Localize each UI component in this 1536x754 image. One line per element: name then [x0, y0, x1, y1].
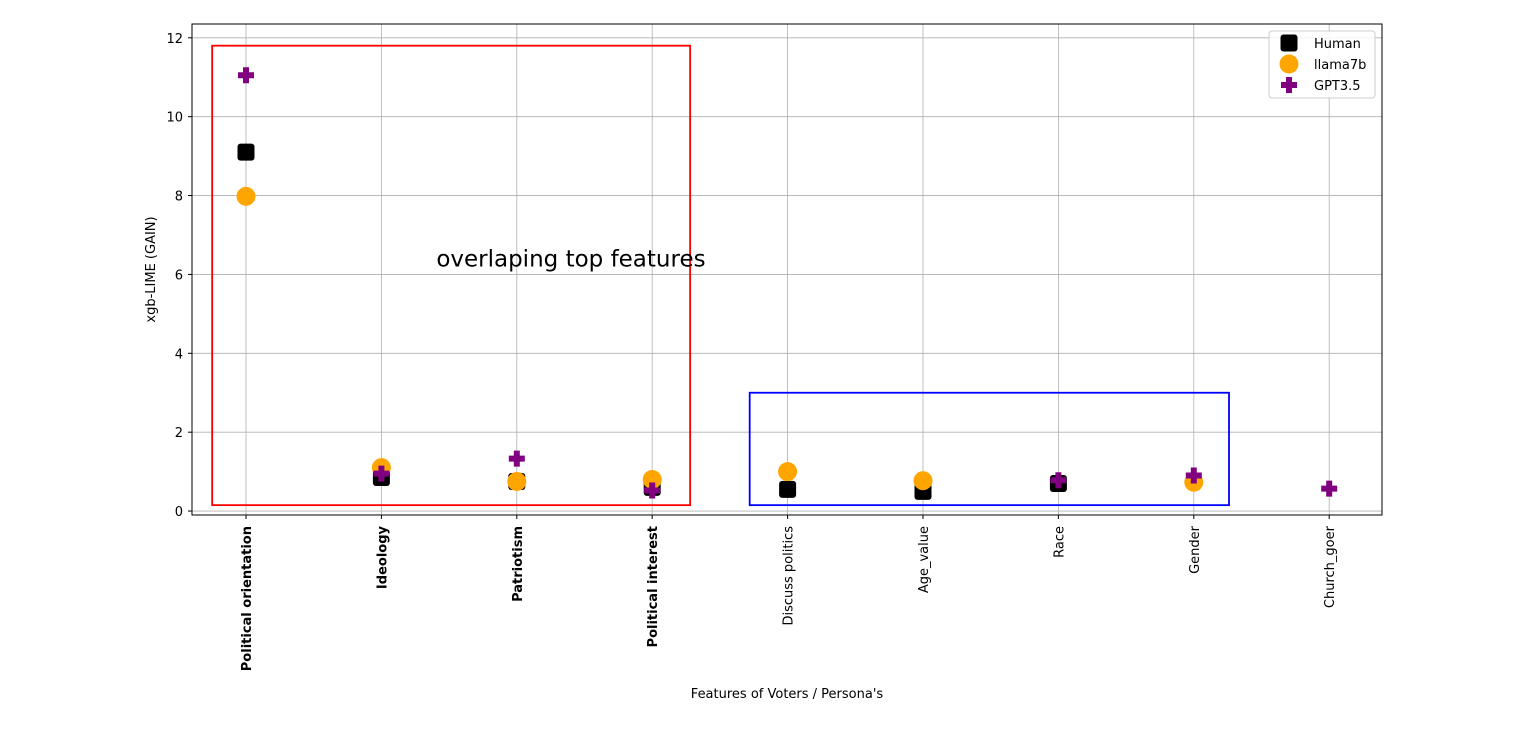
y-tick-label: 8	[175, 190, 183, 205]
point-gpt3-5	[644, 482, 661, 499]
legend-label-human: Human	[1314, 37, 1361, 52]
y-tick-label: 12	[166, 32, 183, 47]
point-gpt3-5	[238, 67, 254, 84]
highlight-box	[211, 44, 692, 507]
legend: Human llama7b GPT3.5	[1268, 30, 1376, 99]
series-gpt3-5	[238, 67, 1338, 499]
x-tick-label: Political orientation	[240, 526, 255, 671]
point-gpt3-5	[373, 465, 390, 482]
point-gpt3-5	[1050, 472, 1067, 489]
point-llama7b	[913, 471, 933, 491]
y-tick-label: 0	[175, 505, 183, 520]
x-axis-ticks: Political orientation Ideology Patriotism P…	[240, 515, 1338, 671]
x-tick-label: Discuss politics	[782, 526, 797, 626]
point-llama7b	[778, 462, 798, 482]
y-tick-label: 6	[175, 268, 183, 283]
point-gpt3-5	[1185, 467, 1202, 484]
x-tick-label: Political interest	[646, 526, 661, 647]
point-llama7b	[642, 470, 662, 490]
y-axis-label: xgb-LIME (GAIN)	[144, 216, 159, 322]
point-gpt3-5	[1321, 480, 1338, 497]
annotation-text: overlaping top features	[436, 247, 705, 273]
x-tick-label: Church_goer	[1323, 525, 1338, 608]
data-markers	[236, 67, 1338, 500]
point-llama7b	[236, 186, 256, 206]
legend-marker-llama7b	[1279, 54, 1299, 74]
grid	[192, 24, 1382, 515]
legend-marker-human	[1280, 34, 1298, 52]
x-tick-label: Gender	[1188, 525, 1203, 574]
highlight-boxes	[211, 44, 1230, 507]
y-tick-label: 10	[166, 111, 183, 126]
x-tick-label: Patriotism	[511, 526, 526, 602]
point-human	[237, 143, 255, 161]
x-tick-label: Ideology	[375, 525, 390, 589]
legend-label-gpt3-5: GPT3.5	[1314, 79, 1361, 94]
point-llama7b	[507, 471, 527, 491]
plot-area-frame	[191, 23, 1383, 516]
y-tick-label: 4	[175, 347, 183, 362]
y-axis-ticks: 0 2 4 6 8 10 12	[166, 32, 192, 520]
point-human	[779, 480, 797, 498]
highlight-box	[748, 391, 1230, 507]
x-tick-label: Age_value	[917, 526, 932, 593]
legend-label-llama7b: llama7b	[1314, 58, 1366, 73]
x-tick-label: Race	[1052, 526, 1067, 558]
point-gpt3-5	[508, 450, 525, 467]
y-tick-label: 2	[175, 426, 183, 441]
legend-marker-gpt3-5	[1281, 77, 1297, 93]
x-axis-label: Features of Voters / Persona's	[691, 687, 884, 702]
